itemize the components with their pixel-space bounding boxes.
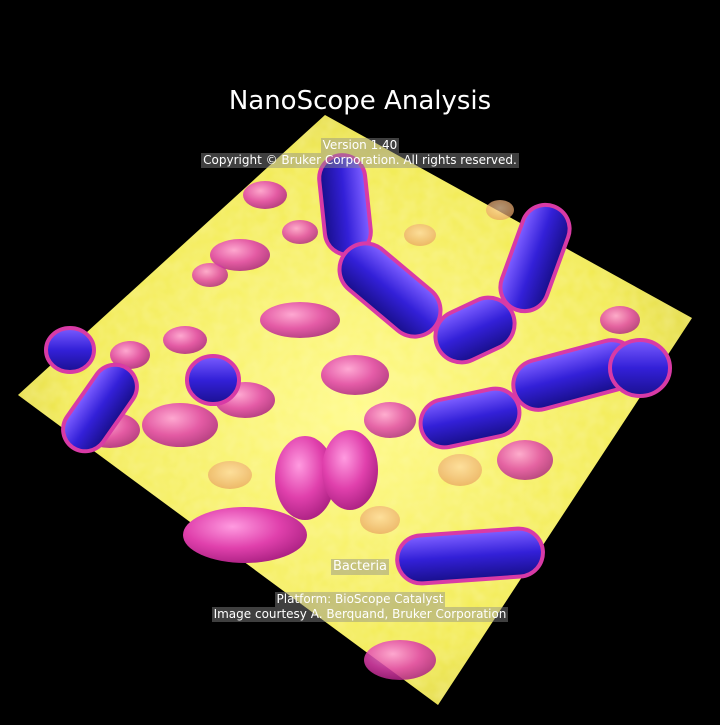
caption-text: Bacteria [330, 559, 390, 575]
version-text: Version 1.40 [320, 138, 400, 153]
blue-bacteria [44, 153, 672, 586]
platform-text: Platform: BioScope Catalyst [274, 592, 446, 607]
courtesy-text: Image courtesy A. Berquand, Bruker Corpo… [211, 607, 509, 622]
pink-cell-bottom [183, 507, 307, 563]
app-title: NanoScope Analysis [228, 86, 492, 116]
pink-cell-pair [275, 430, 378, 520]
platform-label: Platform: BioScope Catalyst [0, 592, 720, 607]
version-label: Version 1.40 [0, 138, 720, 153]
copyright-label: Copyright © Bruker Corporation. All righ… [0, 153, 720, 168]
courtesy-label: Image courtesy A. Berquand, Bruker Corpo… [0, 607, 720, 622]
image-caption: Bacteria [0, 559, 720, 575]
copyright-text: Copyright © Bruker Corporation. All righ… [201, 153, 519, 168]
